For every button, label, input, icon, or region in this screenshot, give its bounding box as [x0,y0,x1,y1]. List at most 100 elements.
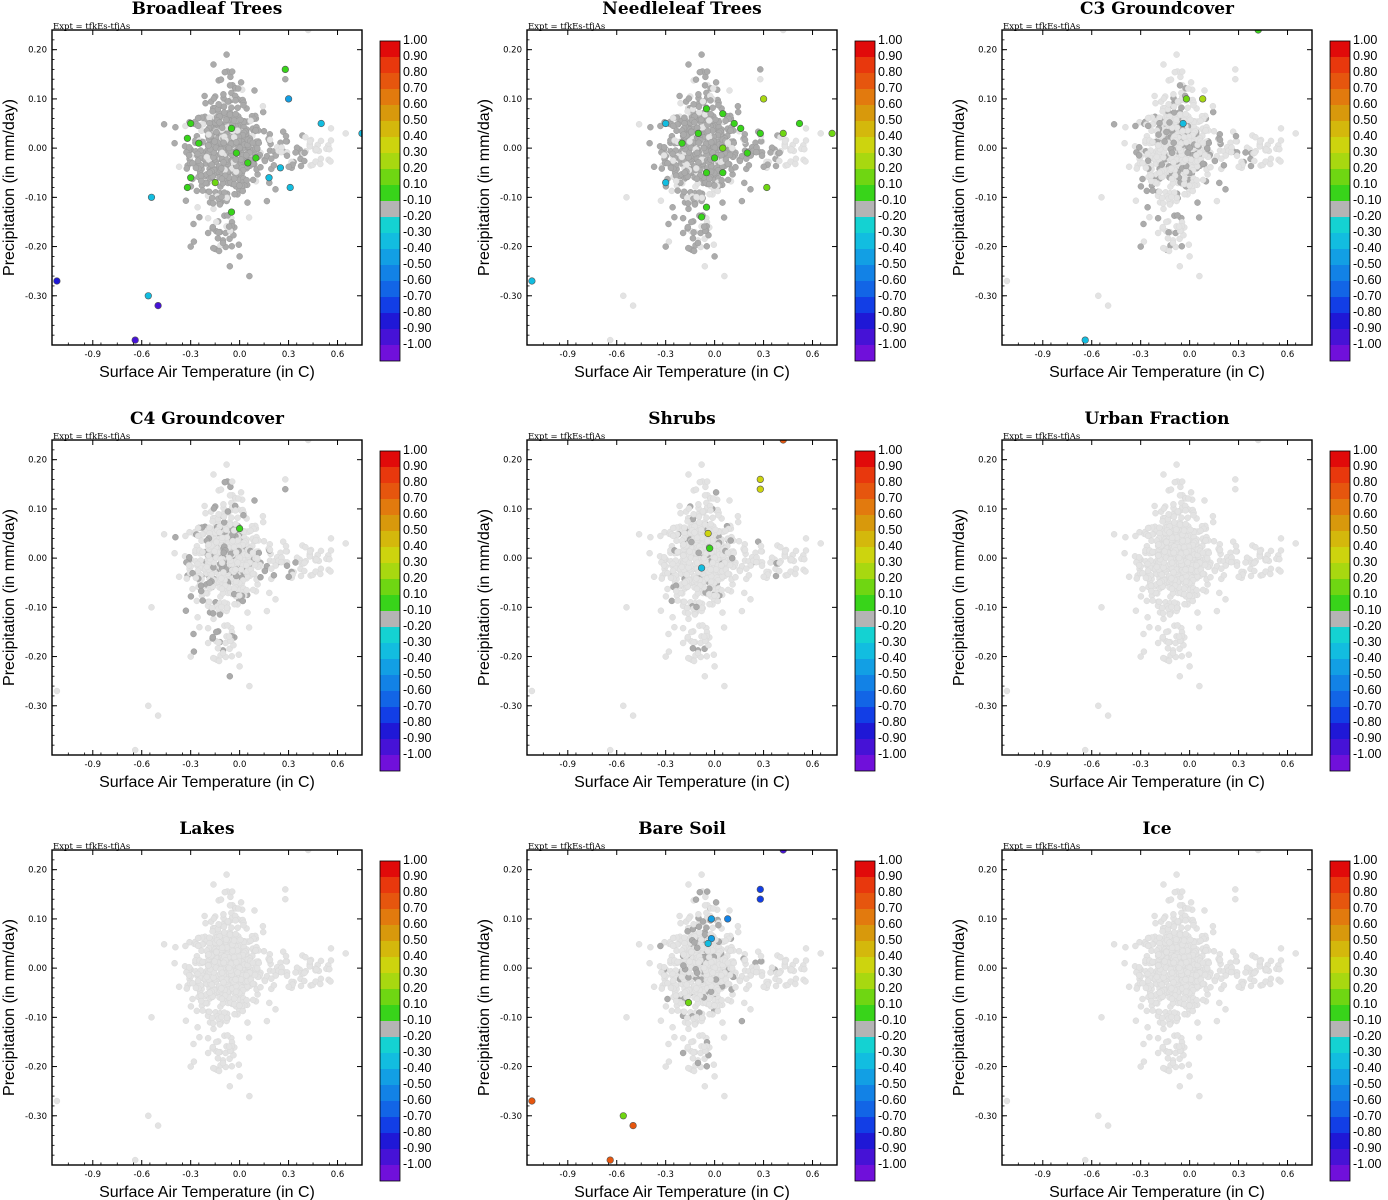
point [676,502,683,510]
point [301,157,308,165]
point [1110,121,1118,128]
colorbar-label: 0.70 [403,491,427,505]
point [218,124,226,132]
point [211,548,218,555]
point [210,615,217,623]
point [221,68,229,76]
point [688,628,695,636]
point [747,596,754,603]
colorbar-label: 0.30 [403,555,427,569]
point [1222,596,1229,603]
colorbar-label: -1.00 [1353,337,1382,351]
point [1166,119,1173,126]
point [697,116,705,123]
point [251,561,259,569]
colored-point [719,110,727,118]
point [701,82,709,89]
point [220,513,228,520]
colorbar: 1.000.900.800.700.600.500.400.300.200.10… [854,443,907,772]
point [707,578,715,585]
point [148,604,155,611]
point [685,654,692,662]
point [662,243,669,250]
y-tick-label: 0.20 [28,456,47,466]
point [1235,163,1242,171]
point [231,175,238,182]
colored-point [828,129,836,137]
colorbar-swatch [380,313,400,329]
point [672,172,680,179]
colorbar-swatch [855,57,875,73]
point [685,615,692,623]
colorbar-swatch [380,281,400,297]
colorbar-label: 0.10 [403,177,427,191]
colorbar-label: -0.50 [878,667,907,681]
point [709,514,716,522]
point [669,204,676,211]
colorbar-swatch [855,563,875,579]
colorbar-swatch [855,499,875,515]
point [1159,108,1166,115]
point [753,148,760,156]
point [646,139,653,147]
point [236,592,243,599]
point [698,51,705,58]
point [216,529,223,536]
point [683,161,691,168]
point [154,712,162,719]
colorbar-label: -0.80 [878,305,907,319]
point [1104,302,1112,309]
point [1232,132,1240,140]
point [1182,156,1189,163]
point [202,509,209,517]
point [709,104,716,112]
point [817,540,824,547]
x-tick-label: 0.6 [806,760,820,770]
point-cloud [53,30,362,344]
point [690,247,698,255]
colorbar-swatch [380,611,400,627]
point [657,197,665,204]
colorbar-swatch [1330,329,1350,345]
colorbar-label: -0.40 [403,651,432,665]
point [1168,175,1176,183]
colored-point [183,183,191,192]
colorbar-swatch [380,41,400,57]
colorbar-swatch [1330,57,1350,73]
colorbar-label: -0.90 [1353,321,1382,335]
point [758,152,766,159]
expt-label: Expt = tfkEs-tfjAs [528,22,605,32]
colored-point [131,336,139,344]
point [677,99,684,107]
point [171,549,178,557]
point [236,663,243,670]
point [175,163,183,171]
point [703,243,711,250]
x-tick-label: -0.9 [84,350,101,360]
point [215,247,223,255]
point [53,687,61,695]
point [306,548,314,555]
point [234,104,241,112]
point [1173,194,1181,202]
point [194,122,202,130]
colorbar-swatch [1330,73,1350,89]
colored-point [236,524,244,533]
colorbar-swatch [380,201,400,217]
x-tick-label: -0.3 [657,350,674,360]
colorbar-label: -0.30 [878,635,907,649]
point [197,587,205,595]
point [223,51,230,58]
colored-point [154,302,162,310]
colorbar-label: 0.20 [878,571,902,585]
colored-point [697,213,706,221]
point [282,75,289,83]
colored-point [710,154,719,162]
point [701,492,709,499]
point [792,160,799,168]
colored-point [144,292,152,300]
point [678,563,686,571]
point [1199,176,1207,184]
point [226,673,234,680]
colored-point [358,129,362,137]
